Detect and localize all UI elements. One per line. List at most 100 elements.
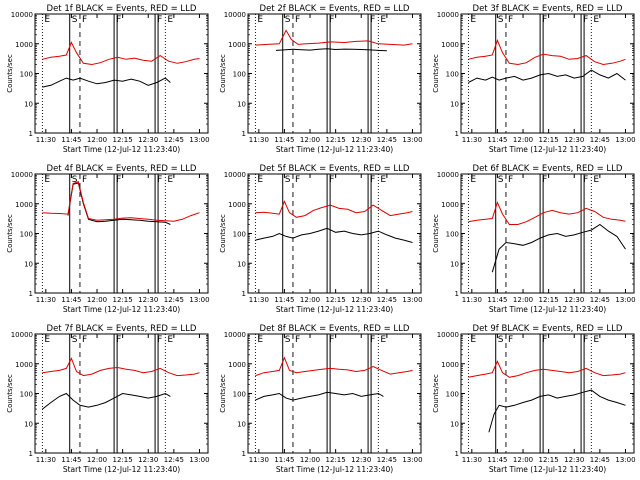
y-axis-label: Counts/sec [6,374,14,413]
event-letter: F [329,15,334,25]
y-tick-label: 1 [29,450,33,458]
panel-det-7f: Det 7f BLACK = Events, RED = LLD 1 10 100 10… [0,320,213,480]
event-letter: F [370,175,375,185]
event-letter: F [116,335,121,345]
x-tick-label: 12:00 [513,296,533,304]
x-tick-label: 12:00 [87,296,107,304]
x-tick-label: 13:00 [615,296,635,304]
x-tick-label: 11:30 [249,296,269,304]
x-tick-label: 12:00 [513,136,533,144]
x-tick-label: 11:30 [249,136,269,144]
x-tick-label: 11:45 [61,456,81,464]
y-tick-label: 1 [29,130,33,138]
panel-det-5f: Det 5f BLACK = Events, RED = LLD 1 10 100 10… [213,160,426,320]
panel-det-1f: Det 1f BLACK = Events, RED = LLD 1 10 100 10… [0,0,213,160]
event-letter: E [257,15,263,25]
x-axis-label: Start Time (12-Jul-12 11:23:40) [276,305,393,314]
events-series-line [491,223,626,273]
x-tick-label: 12:30 [351,296,371,304]
x-tick-label: 11:30 [462,296,482,304]
x-tick-label: 13:00 [402,296,422,304]
event-letter: F [583,335,588,345]
y-tick-label: 10000 [11,331,33,339]
events-series-line [42,392,171,410]
chart-det-1f: Det 1f BLACK = Events, RED = LLD 1 10 100 10… [6,4,210,154]
x-axis-label: Start Time (12-Jul-12 11:23:40) [276,465,393,474]
chart-title: Det 9f BLACK = Events, RED = LLD [473,324,623,334]
event-letter: S [498,15,504,25]
x-tick-label: 11:30 [249,456,269,464]
x-tick-label: 12:30 [351,136,371,144]
x-tick-label: 12:45 [164,456,184,464]
event-letter: S [72,175,78,185]
x-tick-label: 12:15 [326,296,346,304]
y-tick-label: 10 [237,260,246,268]
x-tick-label: 12:30 [564,296,584,304]
x-tick-label: 12:30 [564,456,584,464]
panel-det-3f: Det 3f BLACK = Events, RED = LLD 1 10 100 10… [426,0,639,160]
lld-series-line [42,181,200,222]
x-tick-label: 11:30 [462,136,482,144]
events-series-line [468,69,626,83]
event-letter: F [370,335,375,345]
x-axis-label: Start Time (12-Jul-12 11:23:40) [489,465,606,474]
y-axis-label: Counts/sec [432,54,440,93]
x-tick-label: 12:15 [539,456,559,464]
x-tick-label: 11:45 [61,296,81,304]
x-tick-label: 12:00 [300,136,320,144]
plot-frame [34,13,209,134]
chart-det-6f: Det 6f BLACK = Events, RED = LLD 1 10 100 10… [432,164,636,314]
x-tick-label: 12:30 [138,456,158,464]
x-tick-label: 13:00 [189,456,209,464]
x-tick-label: 13:00 [402,456,422,464]
event-letter: F [508,335,513,345]
plot-frame [460,173,635,294]
panel-det-2f: Det 2f BLACK = Events, RED = LLD 1 10 100 10… [213,0,426,160]
event-letter: F [508,175,513,185]
x-tick-label: 12:30 [351,456,371,464]
y-tick-label: 100 [446,71,459,79]
event-letter: E [257,335,263,345]
event-letter: S [285,335,291,345]
x-axis-label: Start Time (12-Jul-12 11:23:40) [489,145,606,154]
x-tick-label: 12:15 [539,296,559,304]
x-tick-label: 12:15 [326,136,346,144]
chart-det-3f: Det 3f BLACK = Events, RED = LLD 1 10 100 10… [432,4,636,154]
y-tick-label: 1000 [441,201,459,209]
y-axis-label: Counts/sec [219,214,227,253]
event-letter: F [295,335,300,345]
chart-det-2f: Det 2f BLACK = Events, RED = LLD 1 10 100 10… [219,4,423,154]
events-series-line [42,77,171,88]
x-tick-label: 12:45 [164,136,184,144]
x-tick-label: 12:45 [377,456,397,464]
event-letter: F [583,175,588,185]
x-tick-label: 12:45 [377,296,397,304]
x-tick-label: 11:30 [36,296,56,304]
x-tick-label: 12:45 [164,296,184,304]
event-letter: F [583,15,588,25]
event-letter: E [593,15,599,25]
chart-title: Det 5f BLACK = Events, RED = LLD [260,164,410,174]
event-letter: S [285,15,291,25]
chart-det-9f: Det 9f BLACK = Events, RED = LLD 1 10 100 10… [432,324,636,474]
x-tick-label: 12:15 [326,456,346,464]
panel-det-4f: Det 4f BLACK = Events, RED = LLD 1 10 100 10… [0,160,213,320]
event-letter: E [380,175,386,185]
x-axis-label: Start Time (12-Jul-12 11:23:40) [63,145,180,154]
chart-title: Det 6f BLACK = Events, RED = LLD [473,164,623,174]
event-letter: F [542,15,547,25]
lld-series-line [468,38,626,66]
y-tick-label: 1000 [15,361,33,369]
event-letter: E [593,175,599,185]
x-tick-label: 13:00 [189,296,209,304]
panel-det-8f: Det 8f BLACK = Events, RED = LLD 1 10 100 10… [213,320,426,480]
event-letter: F [157,175,162,185]
chart-det-8f: Det 8f BLACK = Events, RED = LLD 1 10 100 10… [219,324,423,474]
event-letter: F [82,335,87,345]
x-tick-label: 12:45 [590,296,610,304]
y-axis-label: Counts/sec [432,214,440,253]
event-letter: F [295,15,300,25]
event-letter: F [295,175,300,185]
x-tick-label: 12:45 [590,136,610,144]
